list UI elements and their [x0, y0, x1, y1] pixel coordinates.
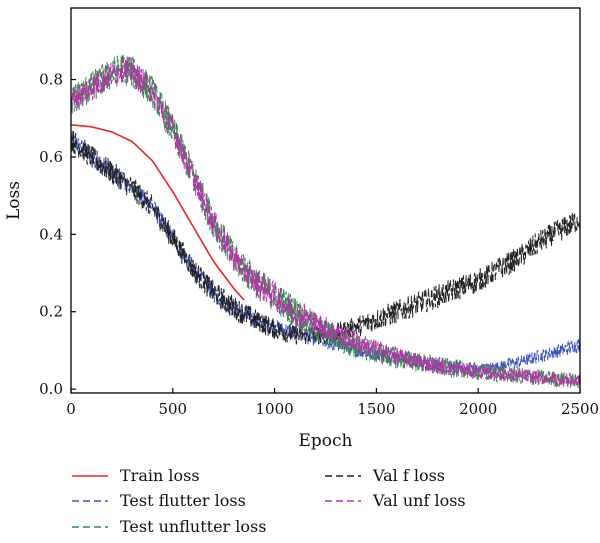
- y-axis-title: Loss: [4, 181, 24, 220]
- y-tick-label-0: 0.0: [39, 380, 63, 398]
- x-tick-label-4: 2000: [459, 400, 497, 418]
- x-tick-label-5: 2500: [561, 400, 599, 418]
- y-tick-label-4: 0.8: [39, 71, 63, 89]
- ticks-layer: 0 500 1000 1500 2000 2500 0.0 0.2 0.4 0.6 0.8: [39, 71, 599, 418]
- legend-label-0: Train loss: [120, 466, 200, 485]
- y-tick-label-3: 0.6: [39, 148, 63, 166]
- legend-label-4: Val unf loss: [372, 491, 466, 510]
- x-axis-title: Epoch: [299, 431, 353, 451]
- x-tick-label-3: 1500: [357, 400, 395, 418]
- series-layer: [70, 53, 581, 388]
- x-tick-label-2: 1000: [256, 400, 294, 418]
- series-line-0: [70, 124, 245, 301]
- legend: Train loss Test flutter loss Test unflutte…: [72, 466, 466, 536]
- x-tick-label-0: 0: [66, 400, 76, 418]
- plot-frame: [70, 7, 581, 394]
- series-line-4: [70, 54, 581, 388]
- x-tick-label-1: 500: [158, 400, 187, 418]
- legend-label-1: Test flutter loss: [120, 491, 246, 510]
- legend-label-3: Val f loss: [372, 466, 445, 485]
- legend-label-2: Test unflutter loss: [120, 517, 266, 536]
- y-tick-label-2: 0.4: [39, 225, 63, 243]
- y-tick-label-1: 0.2: [39, 303, 63, 321]
- series-line-3: [70, 130, 581, 345]
